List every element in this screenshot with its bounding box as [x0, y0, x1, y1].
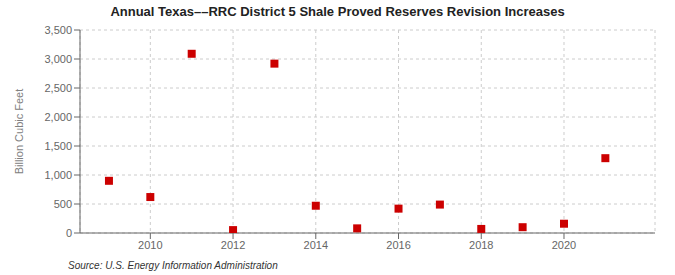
svg-text:2014: 2014	[304, 239, 328, 251]
svg-text:2,000: 2,000	[44, 111, 72, 123]
svg-text:0: 0	[66, 227, 72, 239]
svg-text:Billion Cubic Feet: Billion Cubic Feet	[13, 89, 25, 175]
svg-text:1,500: 1,500	[44, 140, 72, 152]
svg-text:2016: 2016	[386, 239, 410, 251]
svg-text:2020: 2020	[552, 239, 576, 251]
svg-text:500: 500	[54, 198, 72, 210]
svg-text:2,500: 2,500	[44, 82, 72, 94]
svg-text:2010: 2010	[138, 239, 162, 251]
svg-text:3,000: 3,000	[44, 53, 72, 65]
svg-text:2018: 2018	[469, 239, 493, 251]
svg-text:1,000: 1,000	[44, 169, 72, 181]
html-text:Annual Texas––RRC District 5 S: Annual Texas––RRC District 5 Shale Prove…	[110, 4, 565, 19]
svg-text:2012: 2012	[221, 239, 245, 251]
svg-text:3,500: 3,500	[44, 24, 72, 36]
html-text:Source: U.S. Energy Informatio: Source: U.S. Energy Information Administ…	[68, 260, 278, 271]
